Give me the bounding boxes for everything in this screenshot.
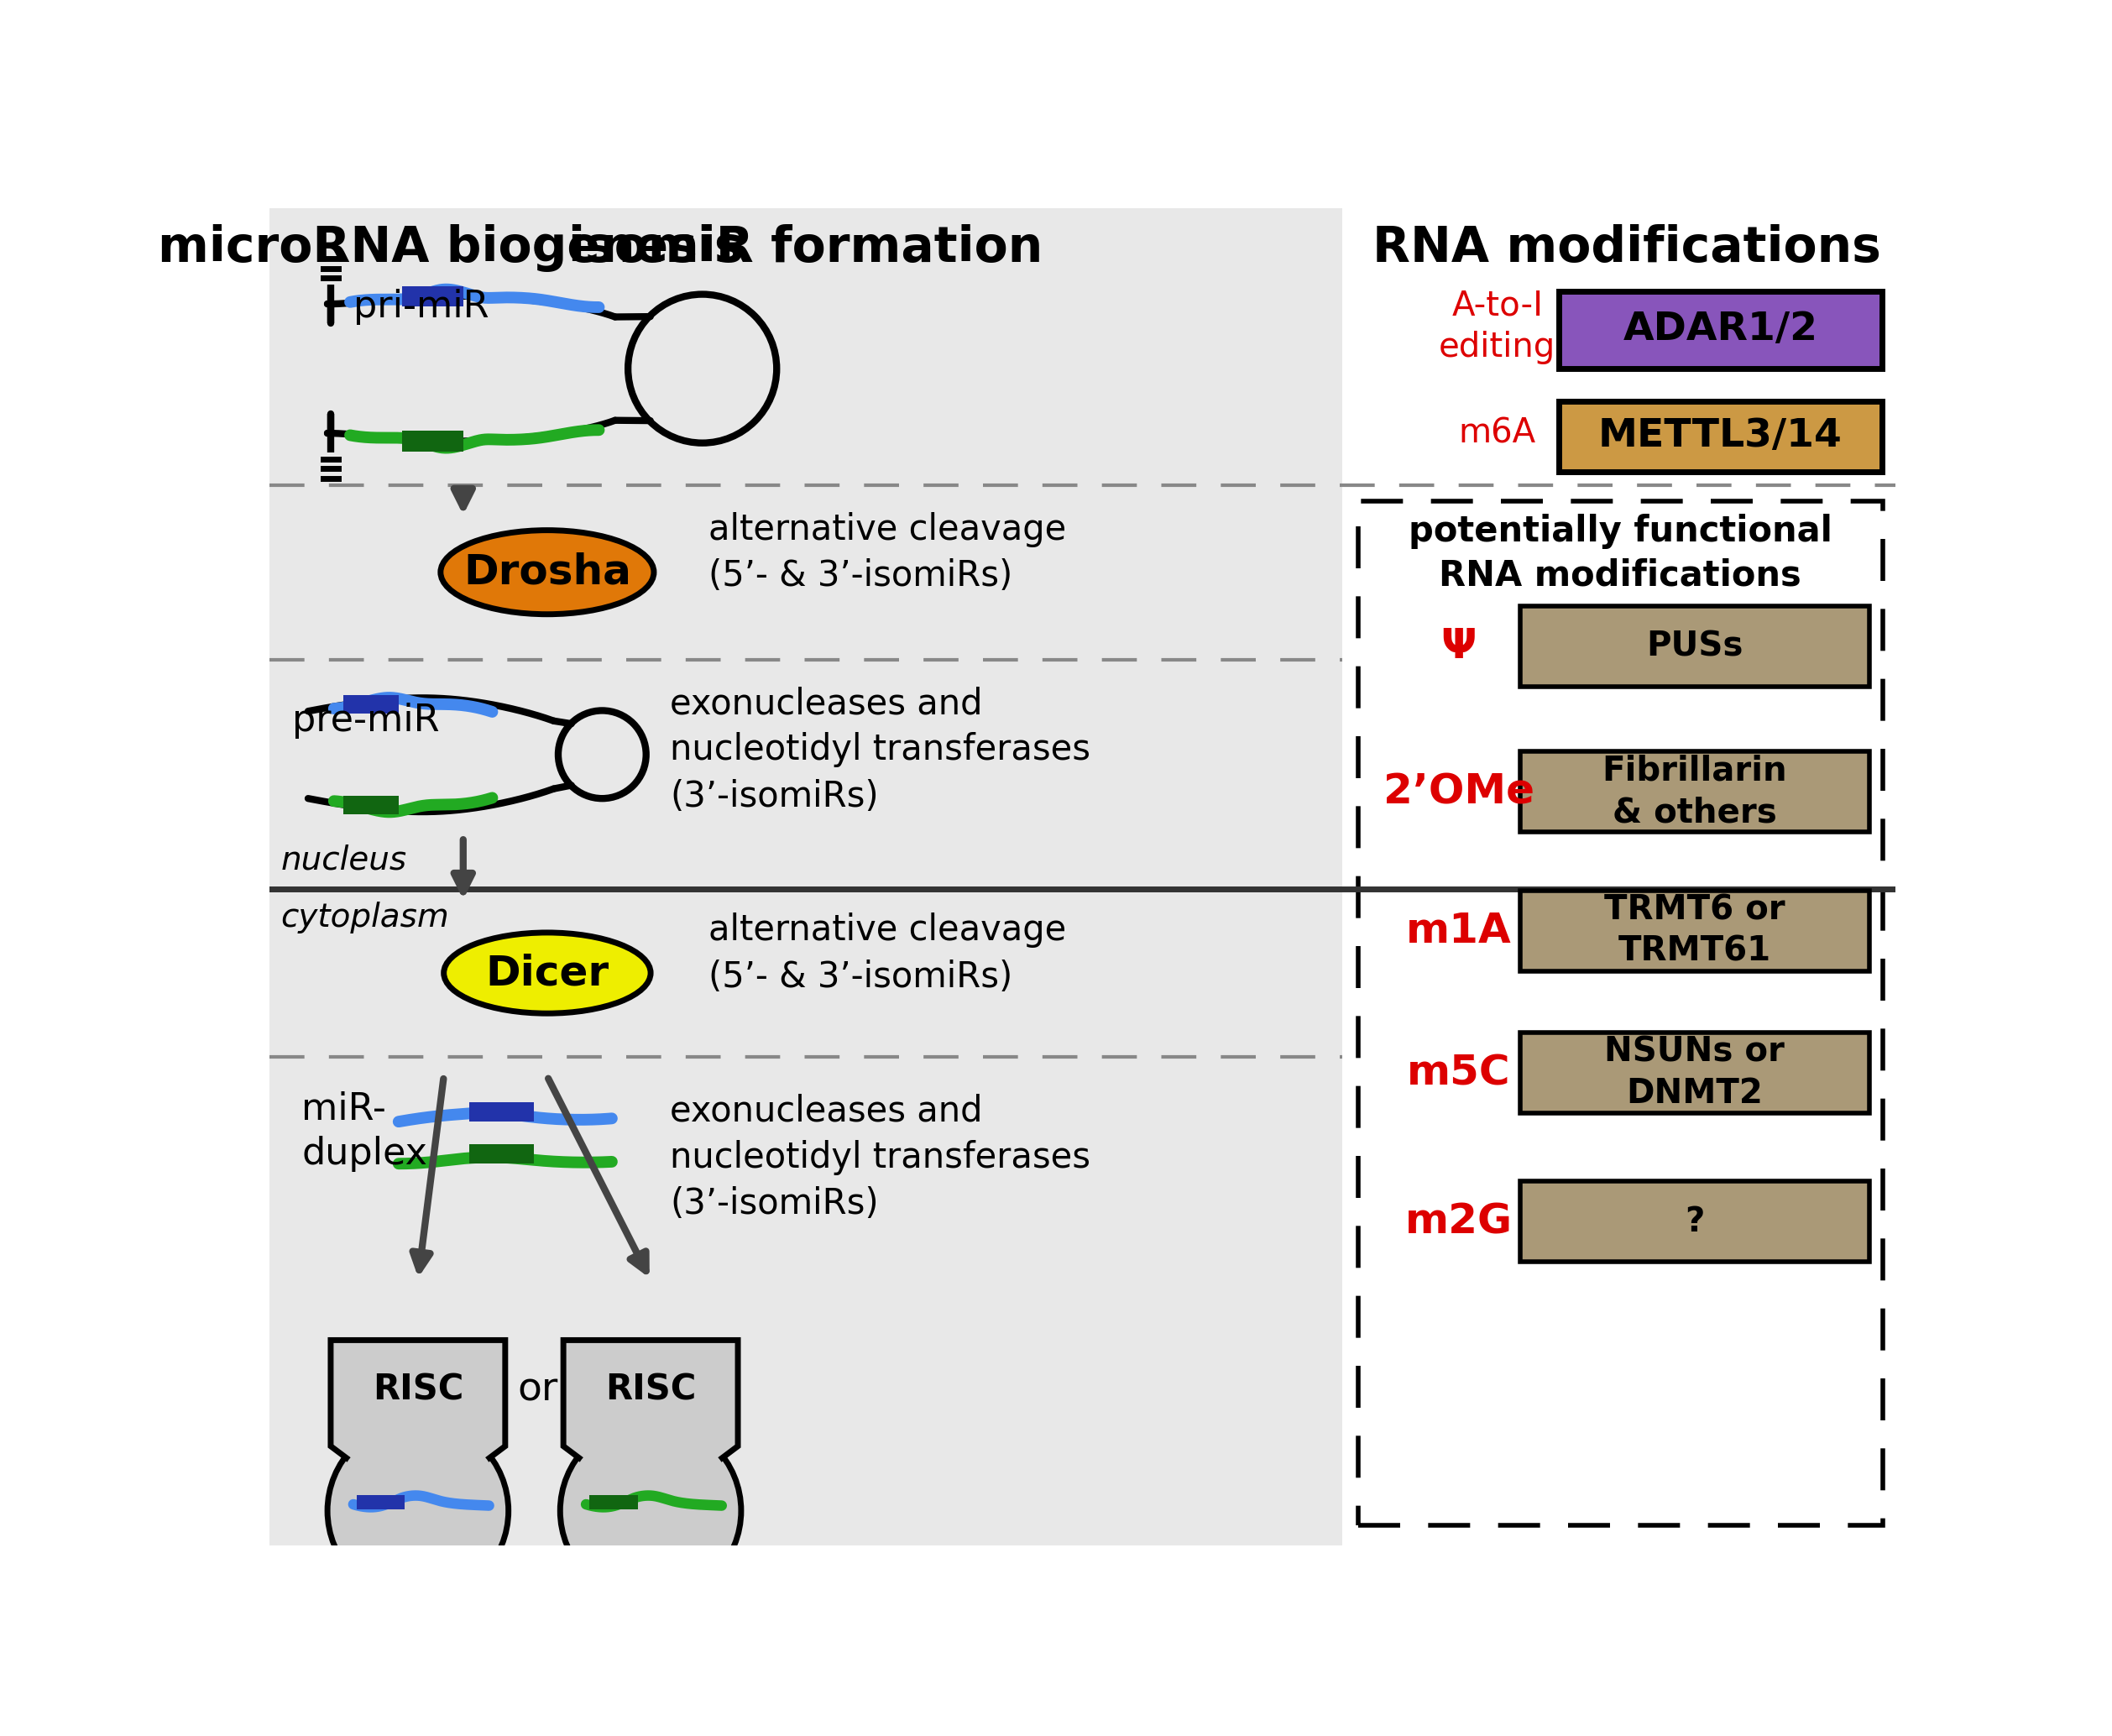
Text: Dicer: Dicer (486, 953, 608, 993)
Text: alternative cleavage
(5’- & 3’-isomiRs): alternative cleavage (5’- & 3’-isomiRs) (710, 913, 1067, 995)
Bar (401, 286, 463, 307)
Text: isomiR formation: isomiR formation (568, 224, 1043, 273)
Text: TRMT6 or
TRMT61: TRMT6 or TRMT61 (1603, 894, 1785, 969)
Text: pri-miR: pri-miR (353, 290, 490, 325)
Bar (1343, 208, 1897, 1545)
Text: RISC: RISC (372, 1371, 463, 1408)
Text: ADAR1/2: ADAR1/2 (1622, 311, 1818, 349)
Bar (344, 795, 399, 814)
Text: nucleus: nucleus (281, 844, 408, 877)
Bar (1521, 891, 1869, 970)
Text: Drosha: Drosha (463, 552, 631, 592)
Ellipse shape (441, 529, 655, 615)
Bar (401, 431, 463, 451)
Text: m1A: m1A (1407, 911, 1512, 951)
Text: m2G: m2G (1404, 1201, 1512, 1241)
Ellipse shape (560, 1420, 741, 1601)
Polygon shape (564, 1340, 737, 1465)
Bar (469, 1144, 534, 1163)
Text: NSUNs or
DNMT2: NSUNs or DNMT2 (1605, 1036, 1785, 1111)
Text: potentially functional
RNA modifications: potentially functional RNA modifications (1409, 514, 1831, 594)
Text: m6A: m6A (1459, 417, 1535, 450)
Text: METTL3/14: METTL3/14 (1599, 418, 1842, 455)
Bar (357, 1495, 406, 1510)
Ellipse shape (564, 1425, 737, 1597)
Text: cytoplasm: cytoplasm (281, 903, 450, 934)
Ellipse shape (444, 932, 650, 1014)
Text: pre-miR: pre-miR (291, 703, 439, 740)
Text: Fibrillarin
& others: Fibrillarin & others (1601, 755, 1787, 830)
Text: exonucleases and
nucleotidyl transferases
(3’-isomiRs): exonucleases and nucleotidyl transferase… (670, 686, 1090, 814)
Bar (1559, 292, 1882, 368)
Bar (270, 208, 1343, 1545)
Text: A-to-I
editing: A-to-I editing (1438, 290, 1557, 365)
Text: RISC: RISC (606, 1371, 697, 1408)
Text: alternative cleavage
(5’- & 3’-isomiRs): alternative cleavage (5’- & 3’-isomiRs) (710, 512, 1067, 594)
Bar (1521, 1033, 1869, 1113)
Bar (1343, 208, 1897, 484)
Text: or: or (517, 1371, 558, 1410)
Text: 2’OMe: 2’OMe (1383, 773, 1533, 812)
Text: m5C: m5C (1407, 1054, 1510, 1094)
Ellipse shape (332, 1425, 505, 1597)
Bar (1521, 606, 1869, 687)
Bar (469, 1102, 534, 1121)
Text: PUSs: PUSs (1645, 630, 1742, 663)
Text: RNA modifications: RNA modifications (1373, 224, 1882, 273)
Bar (1521, 752, 1869, 832)
Bar (1521, 1180, 1869, 1262)
Text: ?: ? (1685, 1205, 1704, 1240)
Ellipse shape (327, 1420, 509, 1601)
Text: microRNA biogenesis: microRNA biogenesis (158, 224, 743, 273)
Text: miR-
duplex: miR- duplex (302, 1090, 427, 1172)
Bar (1559, 401, 1882, 472)
Text: exonucleases and
nucleotidyl transferases
(3’-isomiRs): exonucleases and nucleotidyl transferase… (670, 1094, 1090, 1220)
Text: Ψ: Ψ (1440, 627, 1476, 667)
Bar (344, 694, 399, 713)
Bar (1358, 502, 1882, 1526)
Polygon shape (332, 1340, 505, 1465)
Bar (589, 1495, 638, 1510)
